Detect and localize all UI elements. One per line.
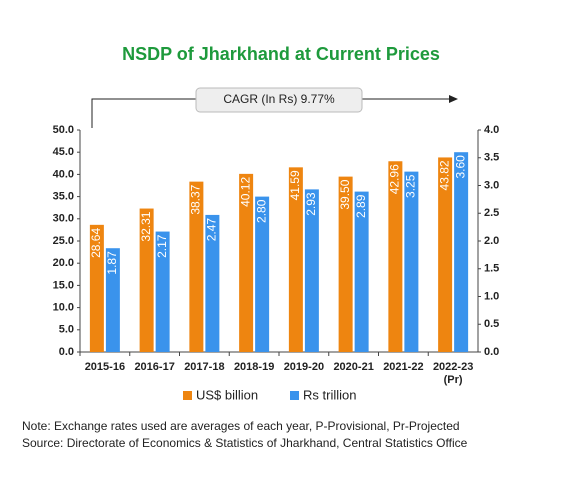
cagr-box	[195, 87, 363, 113]
x-tick-label: 2022-23 (Pr)	[432, 361, 474, 386]
y-tick-label: 35.0	[53, 191, 74, 203]
bar	[388, 161, 403, 352]
y-tick-label: 20.0	[53, 257, 74, 269]
legend-label: Rs trillion	[303, 387, 356, 402]
bar	[189, 181, 204, 352]
bar	[338, 176, 353, 352]
y2-tick-label: 2.0	[484, 235, 499, 247]
value-label: 41.59	[288, 170, 302, 200]
bar	[255, 196, 270, 352]
y-tick-label: 40.0	[53, 168, 74, 180]
x-tick-label: 2020-21	[333, 361, 374, 373]
y-tick-label: 15.0	[53, 279, 74, 291]
value-label: 40.12	[238, 177, 252, 207]
value-label: 39.50	[338, 179, 352, 209]
bar	[304, 189, 319, 352]
x-tick-label: 2021-22	[383, 361, 424, 373]
x-tick-label: 2019-20	[283, 361, 325, 373]
bar	[288, 167, 303, 352]
value-label: 3.60	[453, 155, 467, 179]
note: Note: Exchange rates used are averages o…	[22, 419, 460, 433]
y2-tick-label: 0.5	[484, 318, 499, 330]
y-tick-label: 50.0	[53, 124, 74, 136]
bar	[239, 173, 254, 352]
y-tick-label: 10.0	[53, 302, 74, 314]
y2-tick-label: 2.5	[484, 207, 499, 219]
y2-tick-label: 3.0	[484, 179, 499, 191]
bar	[155, 231, 170, 352]
x-tick-label: 2016-17	[134, 361, 175, 373]
value-label: 2.89	[354, 194, 368, 218]
y2-tick-label: 3.5	[484, 152, 499, 164]
bar	[105, 248, 120, 352]
value-label: 2.17	[155, 234, 169, 258]
y-tick-label: 25.0	[53, 235, 74, 247]
value-label: 32.31	[139, 211, 153, 241]
bar	[454, 152, 469, 352]
value-label: 3.25	[404, 174, 418, 198]
legend-swatch	[183, 391, 192, 400]
y-tick-label: 45.0	[53, 146, 74, 158]
x-tick-label: 2017-18	[184, 361, 225, 373]
source: Source: Directorate of Economics & Stati…	[22, 436, 468, 450]
x-tick-label: 2018-19	[233, 361, 275, 373]
chart-title: NSDP of Jharkhand at Current Prices	[122, 44, 440, 64]
y-tick-label: 30.0	[53, 213, 74, 225]
y2-tick-label: 4.0	[484, 124, 499, 136]
bar	[205, 214, 220, 352]
legend-swatch	[290, 391, 299, 400]
cagr-label: CAGR (In Rs) 9.77%	[223, 92, 335, 106]
value-label: 1.87	[105, 251, 119, 275]
bar	[139, 208, 154, 352]
value-label: 2.47	[205, 218, 219, 242]
bar	[89, 224, 104, 352]
value-label: 2.93	[304, 192, 318, 216]
bar	[354, 191, 369, 352]
value-label: 43.82	[437, 160, 451, 190]
y2-tick-label: 1.0	[484, 290, 499, 302]
value-label: 42.96	[388, 164, 402, 194]
x-tick-label: 2015-16	[84, 361, 126, 373]
y2-tick-label: 0.0	[484, 346, 499, 358]
arrow-head	[449, 95, 458, 103]
value-label: 28.64	[89, 228, 103, 258]
legend-label: US$ billion	[196, 387, 258, 402]
y2-tick-label: 1.5	[484, 263, 499, 275]
bar	[404, 171, 419, 352]
value-label: 2.80	[254, 199, 268, 223]
value-label: 38.37	[189, 184, 203, 214]
bar	[438, 157, 453, 352]
y-tick-label: 5.0	[59, 324, 74, 336]
y-tick-label: 0.0	[59, 346, 74, 358]
